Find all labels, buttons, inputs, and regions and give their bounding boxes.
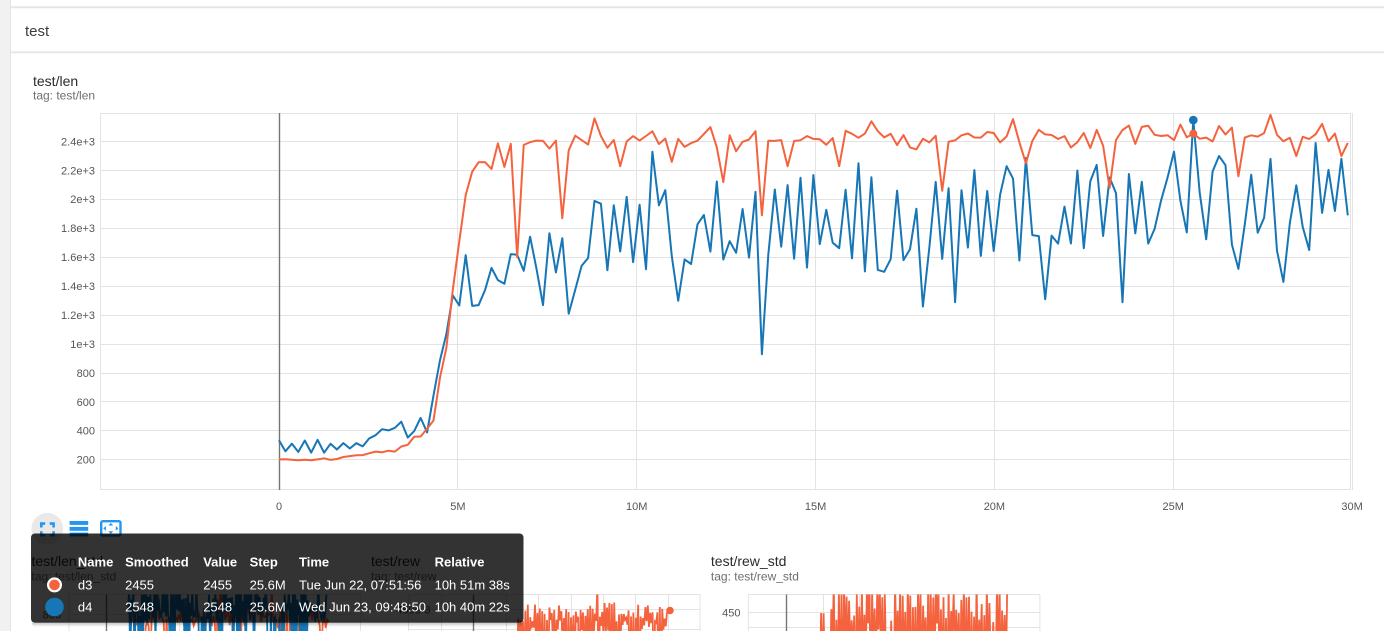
svg-text:600: 600 (77, 397, 95, 409)
svg-text:d4: d4 (78, 600, 92, 615)
svg-text:test/len: test/len (33, 73, 78, 89)
svg-text:0: 0 (276, 501, 282, 513)
svg-text:30M: 30M (1341, 501, 1362, 513)
svg-text:450: 450 (722, 608, 740, 620)
svg-text:2e+3: 2e+3 (70, 194, 95, 206)
svg-text:Smoothed: Smoothed (125, 555, 189, 570)
svg-text:400: 400 (77, 426, 95, 438)
svg-text:2.2e+3: 2.2e+3 (61, 165, 95, 177)
svg-text:2548: 2548 (203, 600, 232, 615)
svg-text:1.2e+3: 1.2e+3 (61, 310, 95, 322)
svg-text:10M: 10M (626, 501, 647, 513)
svg-text:1.8e+3: 1.8e+3 (61, 223, 95, 235)
svg-text:200: 200 (77, 455, 95, 467)
svg-text:2455: 2455 (203, 578, 232, 593)
svg-text:Value: Value (203, 555, 237, 570)
svg-text:Name: Name (78, 555, 113, 570)
svg-text:Tue Jun 22, 07:51:56: Tue Jun 22, 07:51:56 (299, 578, 421, 593)
svg-text:Time: Time (299, 555, 329, 570)
svg-text:25.6M: 25.6M (250, 578, 286, 593)
svg-text:10h 51m 38s: 10h 51m 38s (435, 578, 511, 593)
svg-text:1.6e+3: 1.6e+3 (61, 252, 95, 264)
svg-text:tag: test/rew_std: tag: test/rew_std (711, 570, 799, 584)
svg-text:20M: 20M (984, 501, 1005, 513)
svg-text:1e+3: 1e+3 (70, 339, 95, 351)
svg-text:tag: test/len: tag: test/len (33, 89, 95, 103)
svg-text:2548: 2548 (125, 600, 154, 615)
svg-text:Step: Step (250, 555, 278, 570)
svg-text:25.6M: 25.6M (250, 600, 286, 615)
svg-text:2.4e+3: 2.4e+3 (61, 136, 95, 148)
svg-text:Wed Jun 23, 09:48:50: Wed Jun 23, 09:48:50 (299, 600, 426, 615)
svg-text:test/rew_std: test/rew_std (711, 553, 786, 569)
svg-text:800: 800 (77, 368, 95, 380)
svg-text:2455: 2455 (125, 578, 154, 593)
svg-text:15M: 15M (805, 501, 826, 513)
svg-text:10h 40m 22s: 10h 40m 22s (435, 600, 511, 615)
svg-text:5M: 5M (450, 501, 465, 513)
svg-text:d3: d3 (78, 578, 92, 593)
svg-text:Relative: Relative (435, 555, 485, 570)
svg-text:1.4e+3: 1.4e+3 (61, 281, 95, 293)
svg-text:25M: 25M (1162, 501, 1183, 513)
svg-text:test: test (25, 23, 50, 40)
